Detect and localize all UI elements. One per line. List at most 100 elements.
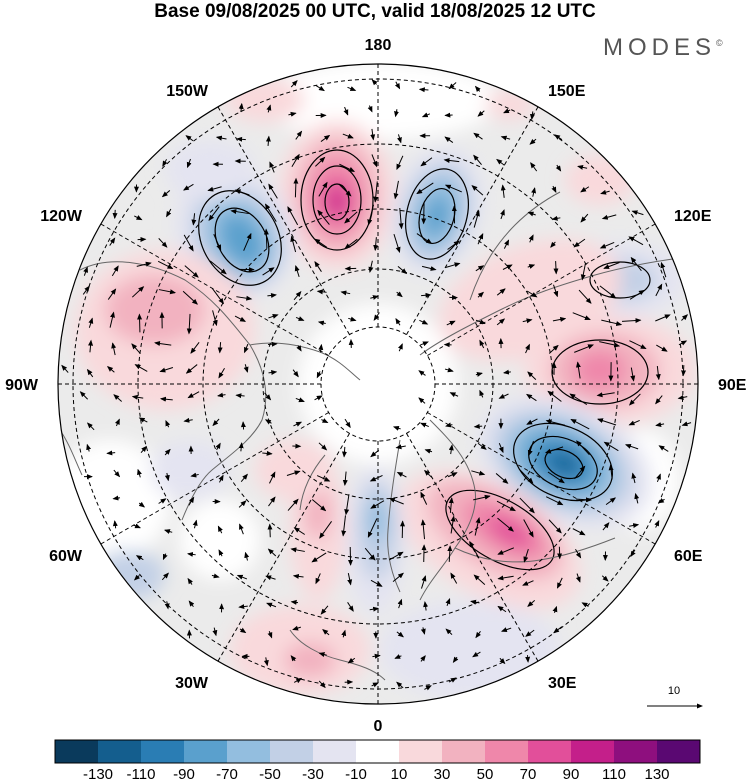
- wind-vector: [551, 185, 557, 193]
- wind-vector: [500, 184, 506, 198]
- wind-vector: [268, 183, 278, 199]
- wind-vector: [293, 290, 302, 301]
- wind-vector: [634, 492, 640, 504]
- wind-vector: [370, 449, 380, 458]
- wind-vector: [235, 393, 245, 399]
- wind-vector: [444, 184, 462, 193]
- wind-vector: [392, 572, 404, 583]
- wind-vector: [424, 448, 433, 454]
- wind-vector: [234, 189, 250, 196]
- meridian-line: [427, 412, 656, 545]
- colorbar-box: [141, 740, 185, 763]
- wind-vector: [188, 496, 195, 506]
- wind-vector: [575, 573, 581, 583]
- wind-vector: [185, 135, 194, 142]
- wind-vector: [396, 155, 404, 171]
- wind-vector: [267, 341, 278, 347]
- wind-vector: [603, 262, 620, 269]
- wind-vector: [236, 136, 246, 142]
- wind-vector: [525, 343, 530, 354]
- wind-vector: [318, 680, 326, 689]
- wind-vector: [397, 265, 408, 275]
- wind-vector: [475, 319, 486, 325]
- positive-anomaly: [255, 440, 335, 500]
- wind-vector: [266, 602, 277, 608]
- longitude-labels: 180 150E 120E 90E 60E 30E 0 30W 60W 90W …: [5, 37, 747, 735]
- wind-vector: [495, 473, 509, 484]
- wind-vector: [159, 367, 174, 373]
- wind-vector: [473, 574, 486, 586]
- wind-vector: [477, 442, 487, 450]
- wind-vector: [393, 180, 399, 200]
- wind-vector: [370, 500, 385, 509]
- wind-vector: [575, 549, 582, 559]
- wind-vector: [477, 291, 485, 298]
- wind-vector: [581, 602, 589, 608]
- colorbar-box: [270, 740, 314, 763]
- wind-vector: [293, 527, 305, 535]
- wind-vector: [445, 628, 453, 635]
- wind-vector: [448, 497, 454, 513]
- wind-vector: [447, 472, 458, 478]
- wind-vector: [572, 312, 591, 320]
- wind-vector: [372, 653, 381, 659]
- wind-vector: [314, 260, 322, 272]
- wind-vector: [191, 213, 197, 226]
- wind-vector: [631, 210, 644, 216]
- wind-vector: [677, 394, 688, 400]
- lon-label-30w: 30W: [175, 675, 209, 692]
- negative-anomaly: [554, 456, 576, 472]
- wind-vector: [371, 682, 379, 688]
- wind-vector: [88, 339, 94, 353]
- wind-vector: [530, 162, 538, 172]
- wind-vector: [162, 553, 168, 561]
- wind-vector: [602, 522, 610, 531]
- wind-vector: [339, 163, 356, 172]
- wind-vector: [473, 132, 483, 140]
- wind-vector: [184, 265, 199, 278]
- wind-vector: [371, 154, 378, 168]
- wind-vector: [186, 313, 192, 335]
- wind-vector: [603, 441, 619, 452]
- wind-vector: [236, 574, 248, 580]
- wind-vector: [421, 292, 432, 298]
- wind-vector: [654, 520, 660, 528]
- wind-vector: [423, 601, 429, 611]
- wind-vector: [215, 442, 221, 451]
- wind-vector: [106, 365, 115, 373]
- wind-vector: [578, 289, 592, 304]
- negative-anomaly: [220, 213, 264, 267]
- colorbar-tick-label: 70: [520, 766, 537, 783]
- wind-vector: [113, 394, 122, 402]
- wind-vector: [135, 555, 144, 561]
- wind-vector: [287, 498, 299, 511]
- meridian-line: [100, 412, 329, 545]
- wind-vector: [398, 343, 403, 352]
- wind-vector: [527, 264, 536, 269]
- wind-vector: [131, 286, 145, 298]
- wind-vector: [186, 551, 196, 557]
- wind-vector: [528, 234, 534, 243]
- wind-vector: [418, 87, 429, 93]
- wind-vector: [370, 295, 379, 300]
- wind-vector: [243, 364, 249, 373]
- lon-label-180: 180: [365, 37, 392, 54]
- lon-label-150w: 150W: [166, 83, 209, 100]
- wind-vector: [655, 365, 661, 381]
- wind-vector: [369, 474, 383, 482]
- colorbar-tick-label: -50: [259, 766, 281, 783]
- wind-vector: [497, 575, 514, 581]
- wind-vector: [115, 418, 120, 427]
- meridian-line: [427, 223, 656, 356]
- wind-vector: [266, 104, 272, 113]
- wind-vector: [497, 517, 514, 532]
- wind-vector: [552, 605, 558, 614]
- wind-vector: [86, 422, 95, 431]
- negative-anomaly: [150, 440, 230, 500]
- wind-vector: [293, 677, 303, 684]
- wind-vector: [238, 604, 248, 610]
- colorbar: -130 -110 -90 -70 -50 -30 -10 10 30 50 70 90 110 130: [54, 739, 701, 783]
- wind-vector: [550, 241, 556, 248]
- wind-vector: [370, 579, 383, 587]
- wind-vector: [320, 134, 331, 142]
